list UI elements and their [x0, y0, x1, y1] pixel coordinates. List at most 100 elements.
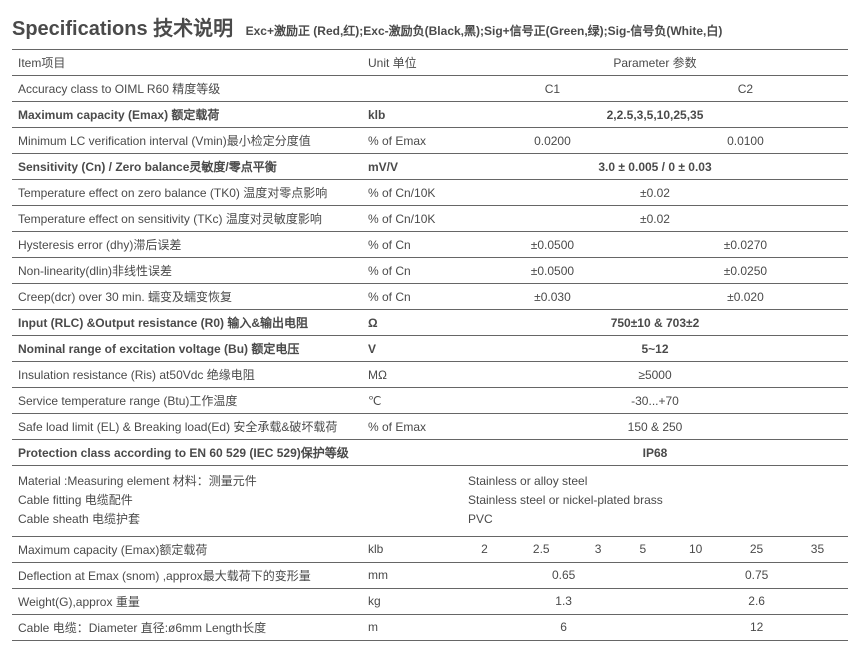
material-line2: Cable fitting 电缆配件 [18, 491, 356, 510]
cell-v4: 5 [620, 536, 665, 562]
row-accuracy: Accuracy class to OIML R60 精度等级 C1 C2 [12, 76, 848, 102]
cell-label: Cable 电缆：Diameter 直径:ø6mm Length长度 [12, 614, 362, 640]
cell-unit: Ω [362, 310, 462, 336]
wiring-legend: Exc+激励正 (Red,红);Exc-激励负(Black,黑);Sig+信号正… [246, 24, 723, 38]
cell-label: Safe load limit (EL) & Breaking load(Ed)… [12, 414, 362, 440]
cell-unit: MΩ [362, 362, 462, 388]
cell-v3: 3 [576, 536, 621, 562]
cell-unit [362, 440, 462, 466]
row-insulation: Insulation resistance (Ris) at50Vdc 绝缘电阻… [12, 362, 848, 388]
cell-value: 5~12 [462, 336, 848, 362]
cell-label: Material :Measuring element 材料：测量元件 Cabl… [12, 466, 362, 537]
cell-value: IP68 [462, 440, 848, 466]
row-tk0: Temperature effect on zero balance (TK0)… [12, 180, 848, 206]
cell-label: Sensitivity (Cn) / Zero balance灵敏度/零点平衡 [12, 154, 362, 180]
row-material: Material :Measuring element 材料：测量元件 Cabl… [12, 466, 848, 537]
page-title: Specifications 技术说明 [12, 18, 233, 40]
cell-unit: m [362, 614, 462, 640]
row-hysteresis: Hysteresis error (dhy)滞后误差 % of Cn ±0.05… [12, 232, 848, 258]
cell-g2: 0.75 [665, 562, 848, 588]
cell-unit [362, 76, 462, 102]
cell-c1: C1 [462, 76, 643, 102]
cell-c1: ±0.0500 [462, 232, 643, 258]
cell-label: Temperature effect on sensitivity (TKc) … [12, 206, 362, 232]
header: Specifications 技术说明 Exc+激励正 (Red,红);Exc-… [12, 12, 848, 41]
cell-c2: 0.0100 [643, 128, 848, 154]
row-vmin: Minimum LC verification interval (Vmin)最… [12, 128, 848, 154]
cell-unit: V [362, 336, 462, 362]
cell-unit: % of Cn [362, 284, 462, 310]
cell-label: Temperature effect on zero balance (TK0)… [12, 180, 362, 206]
cell-label: Non-linearity(dlin)非线性误差 [12, 258, 362, 284]
cell-value: 3.0 ± 0.005 / 0 ± 0.03 [462, 154, 848, 180]
row-nonlinearity: Non-linearity(dlin)非线性误差 % of Cn ±0.0500… [12, 258, 848, 284]
cell-c1: 0.0200 [462, 128, 643, 154]
cell-v1: 2 [462, 536, 507, 562]
cell-c2: ±0.0270 [643, 232, 848, 258]
cell-c1: ±0.0500 [462, 258, 643, 284]
row-protection: Protection class according to EN 60 529 … [12, 440, 848, 466]
cell-label: Nominal range of excitation voltage (Bu)… [12, 336, 362, 362]
header-row: Item项目 Unit 单位 Parameter 参数 [12, 50, 848, 76]
row-weight: Weight(G),approx 重量 kg 1.3 2.6 [12, 588, 848, 614]
material-val2: Stainless steel or nickel-plated brass [468, 491, 842, 510]
cell-unit [362, 466, 462, 537]
cell-g1: 0.65 [462, 562, 665, 588]
cell-c2: ±0.0250 [643, 258, 848, 284]
cell-unit: mm [362, 562, 462, 588]
material-val3: PVC [468, 510, 842, 529]
cell-label: Maximum capacity (Emax) 额定载荷 [12, 102, 362, 128]
row-temperature: Service temperature range (Btu)工作温度 ℃ -3… [12, 388, 848, 414]
cell-c2: C2 [643, 76, 848, 102]
row-creep: Creep(dcr) over 30 min. 蠕变及蠕变恢复 % of Cn … [12, 284, 848, 310]
row-cable: Cable 电缆：Diameter 直径:ø6mm Length长度 m 6 1… [12, 614, 848, 640]
cell-v7: 35 [787, 536, 848, 562]
row-tkc: Temperature effect on sensitivity (TKc) … [12, 206, 848, 232]
row-deflection: Deflection at Emax (snom) ,approx最大载荷下的变… [12, 562, 848, 588]
col-parameter: Parameter 参数 [462, 50, 848, 76]
cell-unit: % of Emax [362, 128, 462, 154]
cell-unit: % of Cn/10K [362, 180, 462, 206]
spec-table: Item项目 Unit 单位 Parameter 参数 Accuracy cla… [12, 49, 848, 641]
material-line3: Cable sheath 电缆护套 [18, 510, 356, 529]
row-resistance: Input (RLC) &Output resistance (R0) 输入&输… [12, 310, 848, 336]
row-safeload: Safe load limit (EL) & Breaking load(Ed)… [12, 414, 848, 440]
cell-unit: % of Cn/10K [362, 206, 462, 232]
cell-value: ≥5000 [462, 362, 848, 388]
cell-v2: 2.5 [507, 536, 576, 562]
cell-label: Input (RLC) &Output resistance (R0) 输入&输… [12, 310, 362, 336]
cell-g1: 1.3 [462, 588, 665, 614]
cell-label: Creep(dcr) over 30 min. 蠕变及蠕变恢复 [12, 284, 362, 310]
cell-label: Weight(G),approx 重量 [12, 588, 362, 614]
cell-g2: 2.6 [665, 588, 848, 614]
cell-label: Insulation resistance (Ris) at50Vdc 绝缘电阻 [12, 362, 362, 388]
cell-value: 2,2.5,3,5,10,25,35 [462, 102, 848, 128]
cell-unit: klb [362, 102, 462, 128]
cell-label: Hysteresis error (dhy)滞后误差 [12, 232, 362, 258]
cell-value: ±0.02 [462, 206, 848, 232]
row-excitation: Nominal range of excitation voltage (Bu)… [12, 336, 848, 362]
cell-unit: % of Cn [362, 232, 462, 258]
cell-value: 750±10 & 703±2 [462, 310, 848, 336]
cell-unit: mV/V [362, 154, 462, 180]
col-item: Item项目 [12, 50, 362, 76]
cell-label: Service temperature range (Btu)工作温度 [12, 388, 362, 414]
cell-label: Protection class according to EN 60 529 … [12, 440, 362, 466]
cell-unit: klb [362, 536, 462, 562]
cell-g2: 12 [665, 614, 848, 640]
col-unit: Unit 单位 [362, 50, 462, 76]
material-val1: Stainless or alloy steel [468, 472, 842, 491]
cell-value: ±0.02 [462, 180, 848, 206]
cell-v5: 10 [665, 536, 726, 562]
cell-value: Stainless or alloy steel Stainless steel… [462, 466, 848, 537]
cell-c1: ±0.030 [462, 284, 643, 310]
cell-v6: 25 [726, 536, 787, 562]
cell-label: Deflection at Emax (snom) ,approx最大载荷下的变… [12, 562, 362, 588]
cell-unit: ℃ [362, 388, 462, 414]
cell-unit: kg [362, 588, 462, 614]
cell-label: Accuracy class to OIML R60 精度等级 [12, 76, 362, 102]
cell-label: Maximum capacity (Emax)额定载荷 [12, 536, 362, 562]
cell-label: Minimum LC verification interval (Vmin)最… [12, 128, 362, 154]
cell-unit: % of Cn [362, 258, 462, 284]
cell-unit: % of Emax [362, 414, 462, 440]
